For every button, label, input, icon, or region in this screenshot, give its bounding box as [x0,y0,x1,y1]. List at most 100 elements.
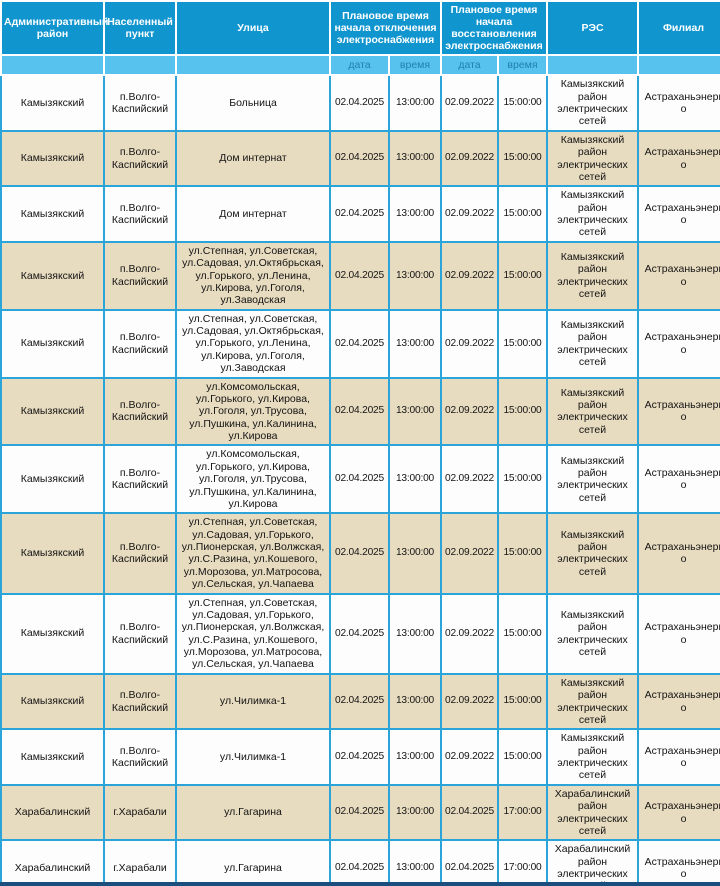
subheader-empty-settlement [103,54,177,77]
table-row: Камызякский п.Волго-Каспийский ул.Степная,… [0,308,720,379]
cell-restore-date: 02.04.2025 [440,783,499,842]
cell-district: Камызякский [0,672,105,731]
col-header-branch: Филиал [637,0,720,57]
cell-settlement: п.Волго-Каспийский [103,129,177,188]
cell-restore-time: 15:00:00 [497,592,548,675]
cell-street: ул.Гагарина [175,839,331,886]
cell-settlement: п.Волго-Каспийский [103,512,177,595]
table-row: Харабалинский г.Харабали ул.Гагарина 02.04.… [0,783,720,842]
cell-outage-date: 02.04.2025 [329,592,390,675]
cell-outage-date: 02.04.2025 [329,444,390,515]
cell-settlement: п.Волго-Каспийский [103,185,177,243]
cell-restore-date: 02.09.2022 [440,444,499,515]
cell-district: Харабалинский [0,839,105,886]
cell-street: ул.Чилимка-1 [175,672,331,731]
cell-outage-time: 13:00:00 [388,376,442,447]
cell-street: ул.Степная, ул.Советская, ул.Садовая, ул… [175,592,331,675]
col-header-res: РЭС [546,0,639,57]
subheader-outage-date: дата [329,54,390,77]
cell-branch: Астраханьэнерго [637,185,720,243]
cell-res: Камызякский район электрических сетей [546,376,639,447]
cell-outage-time: 13:00:00 [388,839,442,886]
cell-street: ул.Степная, ул.Советская, ул.Садовая, ул… [175,308,331,379]
col-header-restore-time-group: Плановое время начала восстановления эле… [440,0,548,57]
cell-outage-time: 13:00:00 [388,185,442,243]
table-row: Камызякский п.Волго-Каспийский Больница 02.… [0,74,720,132]
cell-street: ул.Гагарина [175,783,331,842]
table-body: Камызякский п.Волго-Каспийский Больница 02.… [0,74,720,886]
cell-district: Камызякский [0,512,105,595]
cell-branch: Астраханьэнерго [637,240,720,311]
cell-outage-time: 13:00:00 [388,444,442,515]
bottom-divider [0,882,720,886]
cell-branch: Астраханьэнерго [637,592,720,675]
table-row: Камызякский п.Волго-Каспийский ул.Степная,… [0,240,720,311]
cell-district: Камызякский [0,240,105,311]
cell-restore-date: 02.09.2022 [440,672,499,731]
table-row: Камызякский п.Волго-Каспийский ул.Чилимка-… [0,672,720,731]
cell-outage-date: 02.04.2025 [329,74,390,132]
table-row: Камызякский п.Волго-Каспийский ул.Степная,… [0,512,720,595]
cell-district: Камызякский [0,444,105,515]
cell-restore-date: 02.09.2022 [440,728,499,786]
cell-street: ул.Степная, ул.Советская, ул.Садовая, ул… [175,512,331,595]
subheader-empty-res [546,54,639,77]
cell-outage-date: 02.04.2025 [329,185,390,243]
cell-branch: Астраханьэнерго [637,728,720,786]
cell-street: ул.Чилимка-1 [175,728,331,786]
cell-restore-time: 15:00:00 [497,512,548,595]
subheader-empty-branch [637,54,720,77]
cell-restore-time: 17:00:00 [497,783,548,842]
cell-outage-date: 02.04.2025 [329,512,390,595]
cell-restore-date: 02.09.2022 [440,129,499,188]
cell-outage-time: 13:00:00 [388,240,442,311]
cell-branch: Астраханьэнерго [637,308,720,379]
cell-settlement: п.Волго-Каспийский [103,728,177,786]
cell-res: Харабалинский район электрических сетей [546,783,639,842]
cell-res: Камызякский район электрических сетей [546,444,639,515]
cell-street: Дом интернат [175,185,331,243]
cell-res: Камызякский район электрических сетей [546,512,639,595]
cell-res: Камызякский район электрических сетей [546,185,639,243]
table-row: Камызякский п.Волго-Каспийский Дом интерна… [0,185,720,243]
cell-branch: Астраханьэнерго [637,444,720,515]
cell-branch: Астраханьэнерго [637,74,720,132]
cell-street: Больница [175,74,331,132]
cell-restore-time: 17:00:00 [497,839,548,886]
cell-restore-time: 15:00:00 [497,444,548,515]
cell-settlement: п.Волго-Каспийский [103,672,177,731]
cell-res: Камызякский район электрических сетей [546,592,639,675]
cell-street: ул.Комсомольская, ул.Горького, ул.Кирова… [175,376,331,447]
header-row-main: Административный район Населенный пункт … [0,0,720,57]
cell-district: Камызякский [0,376,105,447]
cell-outage-time: 13:00:00 [388,672,442,731]
cell-restore-date: 02.09.2022 [440,308,499,379]
cell-outage-time: 13:00:00 [388,783,442,842]
cell-restore-time: 15:00:00 [497,185,548,243]
cell-district: Камызякский [0,592,105,675]
cell-outage-date: 02.04.2025 [329,308,390,379]
cell-outage-time: 13:00:00 [388,512,442,595]
cell-outage-date: 02.04.2025 [329,839,390,886]
cell-outage-time: 13:00:00 [388,728,442,786]
cell-district: Камызякский [0,185,105,243]
cell-restore-time: 15:00:00 [497,240,548,311]
cell-district: Камызякский [0,308,105,379]
table-row: Камызякский п.Волго-Каспийский ул.Комсомол… [0,444,720,515]
cell-branch: Астраханьэнерго [637,129,720,188]
cell-branch: Астраханьэнерго [637,672,720,731]
cell-restore-time: 15:00:00 [497,672,548,731]
cell-branch: Астраханьэнерго [637,783,720,842]
cell-outage-time: 13:00:00 [388,74,442,132]
cell-restore-date: 02.09.2022 [440,240,499,311]
col-header-street: Улица [175,0,331,57]
cell-settlement: п.Волго-Каспийский [103,592,177,675]
cell-res: Камызякский район электрических сетей [546,240,639,311]
col-header-settlement: Населенный пункт [103,0,177,57]
table-row: Камызякский п.Волго-Каспийский ул.Степная,… [0,592,720,675]
cell-settlement: п.Волго-Каспийский [103,74,177,132]
cell-district: Камызякский [0,129,105,188]
subheader-restore-time: время [497,54,548,77]
